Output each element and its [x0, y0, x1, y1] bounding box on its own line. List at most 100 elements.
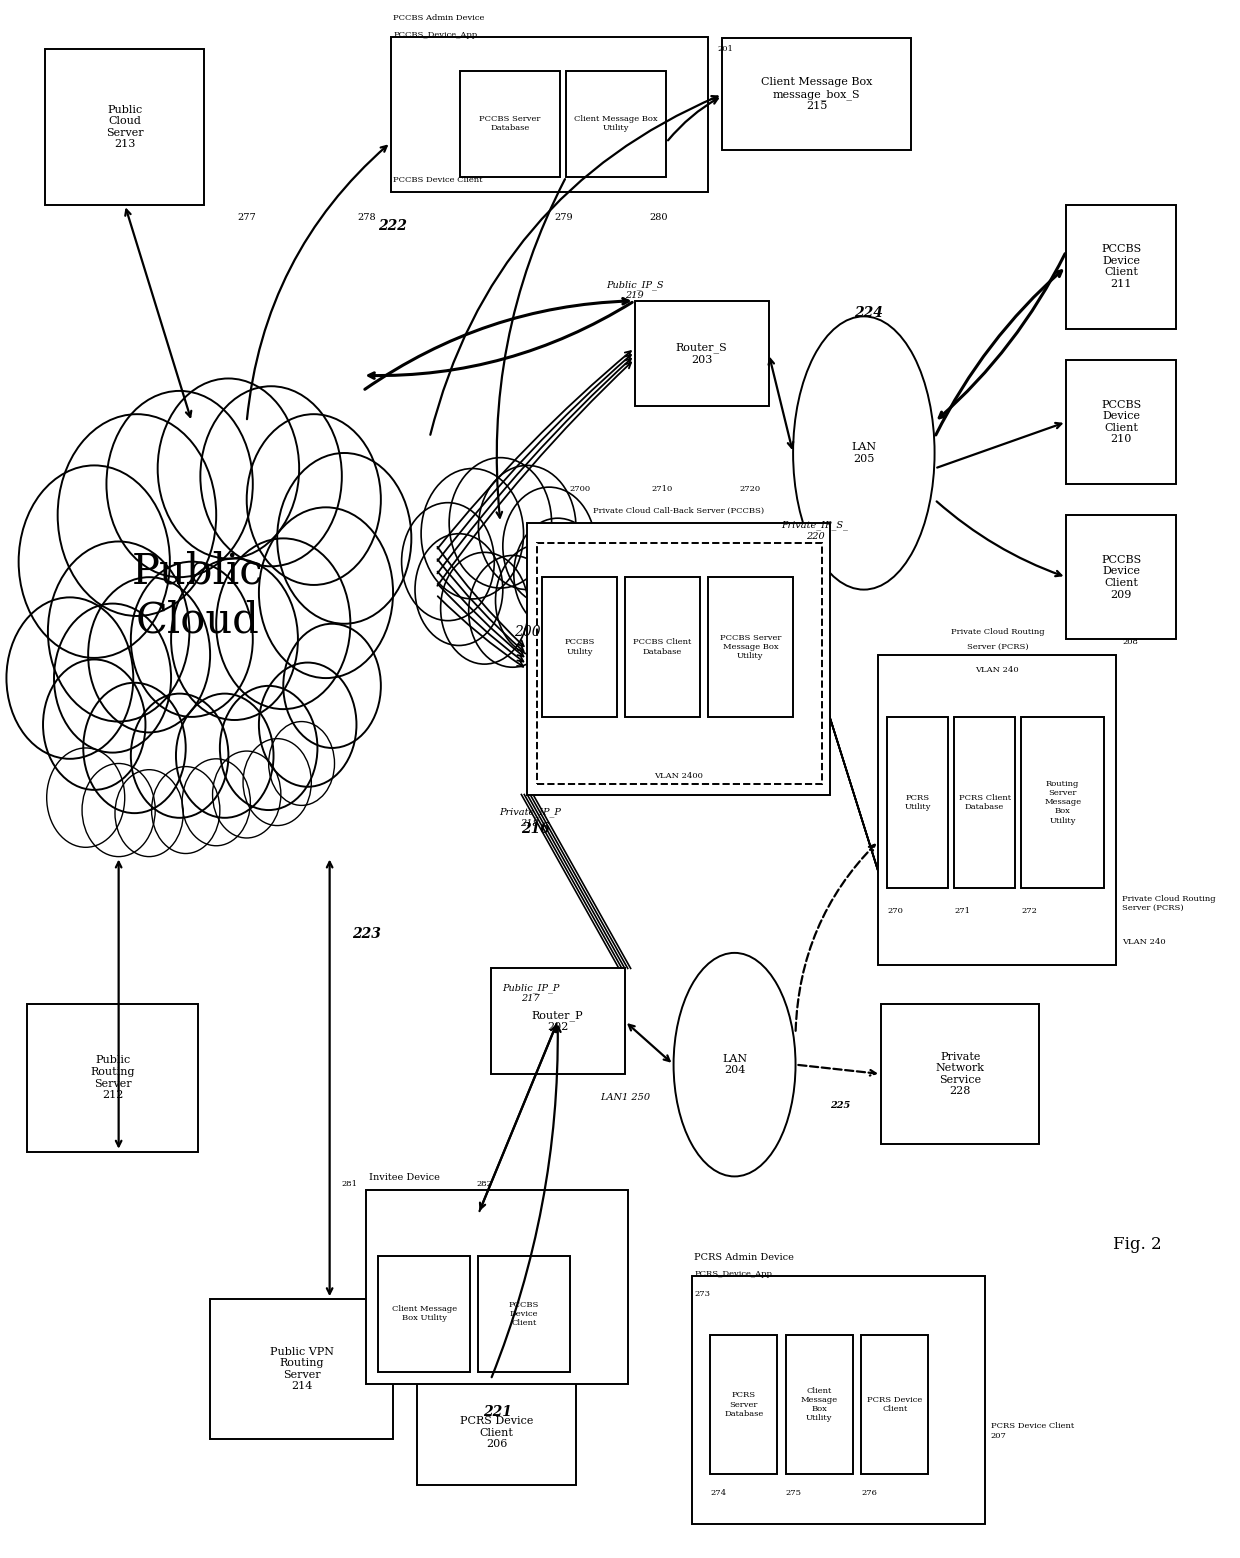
Text: 224: 224: [854, 307, 883, 321]
Text: 281: 281: [342, 1181, 358, 1189]
Circle shape: [243, 738, 311, 826]
Text: Routing
Server
Message
Box
Utility: Routing Server Message Box Utility: [1044, 781, 1081, 824]
Circle shape: [83, 682, 186, 813]
Text: Public
Cloud: Public Cloud: [133, 550, 264, 640]
Circle shape: [216, 539, 351, 709]
Text: 201: 201: [718, 45, 733, 53]
Text: PCCBS Device Client: PCCBS Device Client: [393, 176, 482, 184]
Text: 2720: 2720: [740, 485, 761, 492]
Text: 216: 216: [521, 821, 551, 835]
Bar: [880, 1003, 1039, 1144]
Bar: [460, 72, 560, 176]
Text: Private Cloud Routing
Server (PCRS): Private Cloud Routing Server (PCRS): [1122, 894, 1216, 911]
Bar: [887, 717, 949, 888]
Circle shape: [259, 662, 356, 787]
Circle shape: [219, 686, 317, 810]
Text: Private_IP_S_
220: Private_IP_S_ 220: [781, 520, 848, 541]
Circle shape: [115, 770, 184, 857]
Circle shape: [422, 469, 523, 598]
Circle shape: [19, 466, 170, 657]
Text: 273: 273: [694, 1290, 711, 1298]
Bar: [366, 1190, 629, 1385]
Text: 278: 278: [357, 212, 376, 221]
Circle shape: [469, 556, 557, 667]
Bar: [542, 576, 618, 717]
Bar: [625, 576, 701, 717]
Circle shape: [259, 508, 393, 678]
Bar: [210, 1299, 393, 1438]
Text: Public VPN
Routing
Server
214: Public VPN Routing Server 214: [269, 1346, 334, 1391]
Text: 222: 222: [378, 220, 407, 234]
Text: Router_P
202: Router_P 202: [532, 1010, 584, 1033]
Text: LAN
205: LAN 205: [852, 442, 877, 464]
Text: VLAN 2400: VLAN 2400: [653, 771, 703, 781]
Bar: [692, 1276, 985, 1524]
Text: Public
Cloud
Server
213: Public Cloud Server 213: [105, 104, 144, 150]
Bar: [46, 50, 205, 204]
Circle shape: [278, 453, 412, 623]
Text: Router_S
203: Router_S 203: [676, 343, 728, 365]
Circle shape: [43, 659, 145, 790]
Circle shape: [176, 693, 274, 818]
Circle shape: [201, 386, 342, 566]
Bar: [418, 1380, 577, 1485]
Circle shape: [6, 597, 133, 759]
Text: 200: 200: [513, 625, 541, 639]
Circle shape: [171, 559, 298, 720]
Text: 2710: 2710: [652, 485, 673, 492]
Text: 279: 279: [554, 212, 573, 221]
Bar: [1022, 717, 1104, 888]
Circle shape: [47, 748, 125, 848]
Bar: [378, 1256, 470, 1373]
Circle shape: [55, 603, 171, 753]
Text: PCRS Device
Client: PCRS Device Client: [867, 1396, 923, 1413]
Text: PCCBS
Device
Client: PCCBS Device Client: [508, 1301, 539, 1327]
Text: 276: 276: [862, 1489, 877, 1497]
Circle shape: [269, 721, 335, 805]
Text: 272: 272: [1022, 907, 1037, 915]
Text: PCCBS
Device
Client
209: PCCBS Device Client 209: [1101, 555, 1141, 600]
Text: Public
Routing
Server
212: Public Routing Server 212: [91, 1055, 135, 1100]
Bar: [723, 39, 911, 150]
Circle shape: [503, 488, 595, 605]
Text: PCCBS
Device
Client
211: PCCBS Device Client 211: [1101, 245, 1141, 290]
Text: LAN
204: LAN 204: [722, 1053, 748, 1075]
Text: Server (PCRS): Server (PCRS): [966, 643, 1028, 651]
Text: PCCBS Server
Database: PCCBS Server Database: [480, 115, 541, 132]
Circle shape: [479, 466, 577, 589]
Circle shape: [402, 503, 495, 620]
Circle shape: [82, 763, 155, 857]
Circle shape: [415, 534, 503, 645]
Text: Public_IP_S
219: Public_IP_S 219: [606, 280, 663, 301]
Circle shape: [151, 767, 219, 854]
Text: Invitee Device: Invitee Device: [368, 1173, 439, 1183]
Bar: [391, 37, 708, 192]
Circle shape: [182, 759, 250, 846]
Text: Private Cloud Routing: Private Cloud Routing: [951, 628, 1044, 636]
Bar: [1066, 360, 1176, 485]
Text: PCCBS
Utility: PCCBS Utility: [564, 639, 595, 656]
Text: PCRS_Device_App: PCRS_Device_App: [694, 1270, 773, 1278]
Text: 223: 223: [352, 927, 381, 941]
Bar: [491, 969, 625, 1073]
Text: Private_IP_P
218: Private_IP_P 218: [498, 807, 560, 827]
Text: PCRS Device Client
207: PCRS Device Client 207: [991, 1422, 1074, 1440]
Circle shape: [58, 414, 216, 615]
Text: 271: 271: [954, 907, 970, 915]
Text: 221: 221: [482, 1405, 512, 1419]
Circle shape: [212, 751, 280, 838]
Text: 225: 225: [830, 1100, 849, 1109]
Text: Public_IP_P
217: Public_IP_P 217: [502, 983, 559, 1003]
Bar: [567, 72, 666, 176]
Text: PCRS Device
Client
206: PCRS Device Client 206: [460, 1416, 533, 1449]
Text: 282: 282: [476, 1181, 492, 1189]
Circle shape: [131, 561, 253, 717]
Circle shape: [88, 576, 210, 732]
Bar: [527, 523, 830, 795]
Bar: [479, 1256, 570, 1373]
Text: 270: 270: [887, 907, 903, 915]
Text: PCCBS Admin Device: PCCBS Admin Device: [393, 14, 485, 22]
Circle shape: [283, 623, 381, 748]
Bar: [862, 1335, 929, 1474]
Circle shape: [107, 391, 253, 576]
